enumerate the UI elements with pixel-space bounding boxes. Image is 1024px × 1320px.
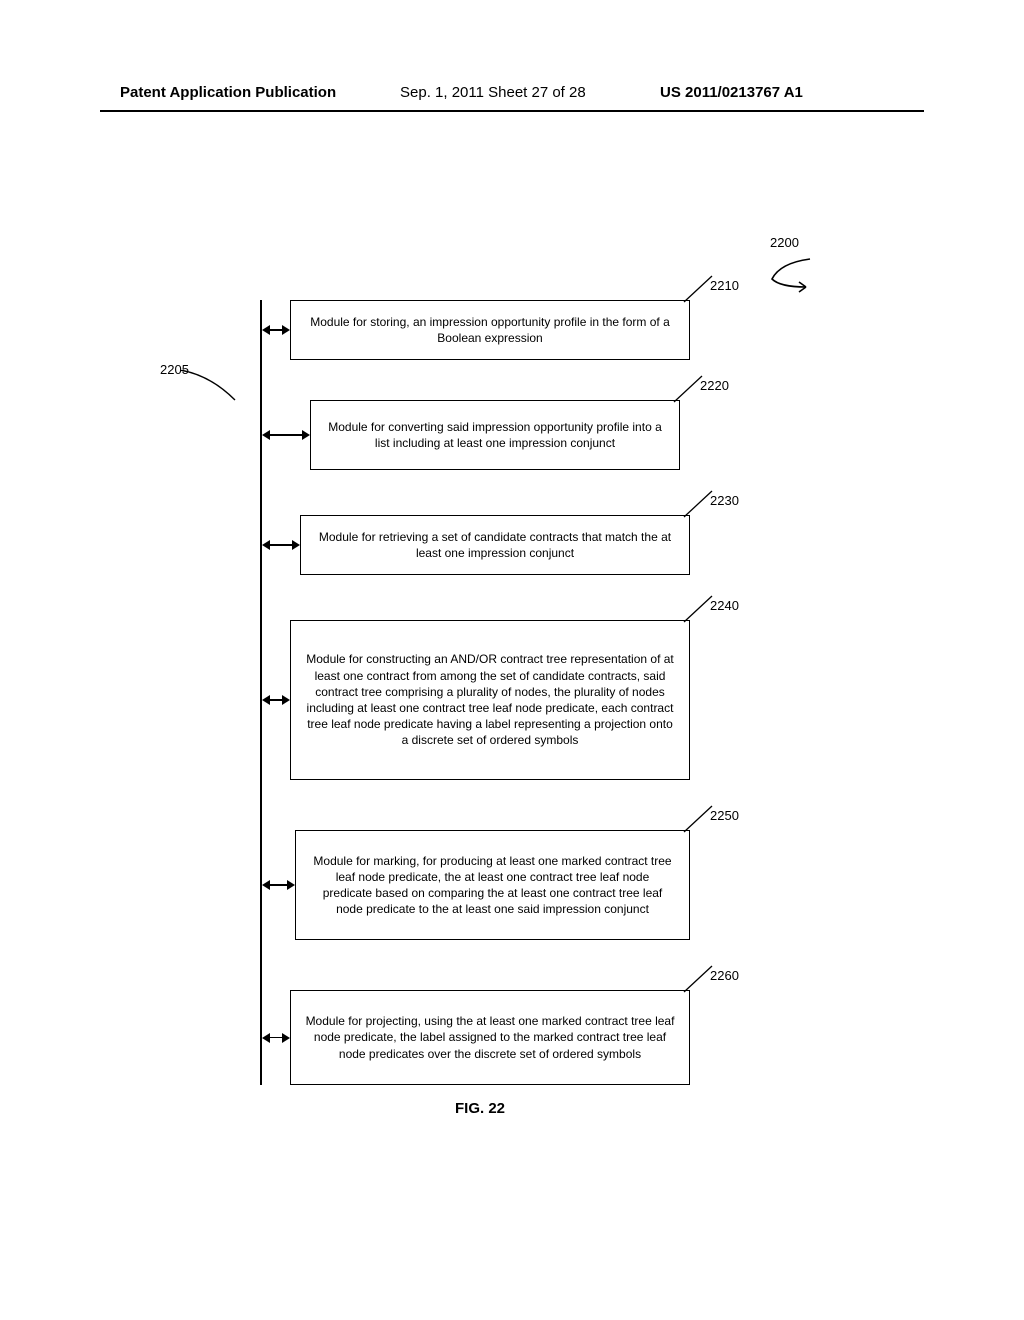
module-2260-arrow-left-icon: [262, 1033, 270, 1043]
module-2260: Module for projecting, using the at leas…: [290, 990, 690, 1085]
figure-22-diagram: 22052200Module for storing, an impressio…: [0, 0, 1024, 1320]
module-2220-text: Module for converting said impression op…: [325, 419, 665, 451]
module-2240: Module for constructing an AND/OR contra…: [290, 620, 690, 780]
module-2220-arrow-left-icon: [262, 430, 270, 440]
module-2260-arrow-right-icon: [282, 1033, 290, 1043]
module-2210-text: Module for storing, an impression opport…: [305, 314, 675, 346]
leader-line-2210: [678, 272, 718, 306]
module-2250-arrow-left-icon: [262, 880, 270, 890]
module-2240-arrow-left-icon: [262, 695, 270, 705]
module-2210: Module for storing, an impression opport…: [290, 300, 690, 360]
module-2250-arrow-right-icon: [287, 880, 295, 890]
ref-label-2200: 2200: [770, 235, 799, 250]
module-2250-connector: [268, 884, 289, 886]
leader-line-2230: [678, 487, 718, 521]
module-2230: Module for retrieving a set of candidate…: [300, 515, 690, 575]
module-2260-text: Module for projecting, using the at leas…: [305, 1013, 675, 1062]
leader-line-2205: [180, 370, 260, 410]
module-2230-arrow-left-icon: [262, 540, 270, 550]
leader-line-2240: [678, 592, 718, 626]
module-2230-text: Module for retrieving a set of candidate…: [315, 529, 675, 561]
module-2220-arrow-right-icon: [302, 430, 310, 440]
leader-line-2260: [678, 962, 718, 996]
module-2230-arrow-right-icon: [292, 540, 300, 550]
figure-caption: FIG. 22: [455, 1100, 505, 1117]
module-2250-text: Module for marking, for producing at lea…: [310, 853, 675, 918]
module-2250: Module for marking, for producing at lea…: [295, 830, 690, 940]
module-2210-arrow-right-icon: [282, 325, 290, 335]
overall-arrow-icon: [762, 257, 822, 297]
bus-line: [260, 300, 262, 1085]
module-2230-connector: [268, 544, 294, 546]
module-2240-arrow-right-icon: [282, 695, 290, 705]
module-2220-connector: [268, 434, 304, 436]
leader-line-2250: [678, 802, 718, 836]
module-2210-arrow-left-icon: [262, 325, 270, 335]
module-2240-text: Module for constructing an AND/OR contra…: [305, 651, 675, 748]
leader-line-2220: [668, 372, 708, 406]
module-2220: Module for converting said impression op…: [310, 400, 680, 470]
page: Patent Application Publication Sep. 1, 2…: [0, 0, 1024, 1320]
